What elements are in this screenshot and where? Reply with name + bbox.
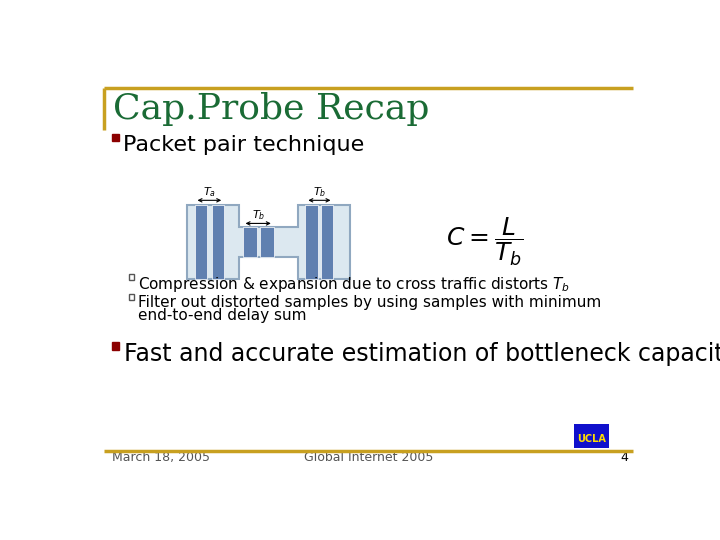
Text: $T_b$: $T_b$	[251, 208, 265, 222]
Bar	[112, 134, 119, 141]
Text: end-to-end delay sum: end-to-end delay sum	[138, 308, 307, 323]
Text: $T_b$: $T_b$	[312, 185, 326, 199]
Text: $C = \dfrac{L}{T_b}$: $C = \dfrac{L}{T_b}$	[446, 216, 523, 268]
Bar	[575, 423, 609, 448]
Bar	[260, 226, 274, 257]
Text: Filter out distorted samples by using samples with minimum: Filter out distorted samples by using sa…	[138, 295, 601, 310]
Text: Cap.Probe Recap: Cap.Probe Recap	[113, 92, 430, 126]
Text: Packet pair technique: Packet pair technique	[123, 135, 364, 155]
Bar	[243, 226, 256, 257]
Bar	[129, 274, 134, 280]
Text: UCLA: UCLA	[577, 434, 606, 444]
Polygon shape	[187, 205, 350, 279]
Bar	[129, 294, 134, 300]
Bar	[321, 205, 333, 279]
Text: Compression & expansion due to cross traffic distorts $T_b$: Compression & expansion due to cross tra…	[138, 275, 570, 294]
Bar	[212, 205, 224, 279]
Bar	[112, 342, 120, 350]
Text: Global Internet 2005: Global Internet 2005	[305, 451, 433, 464]
Bar	[305, 205, 318, 279]
Text: March 18, 2005: March 18, 2005	[112, 451, 210, 464]
Text: $T_a$: $T_a$	[203, 185, 216, 199]
Text: Fast and accurate estimation of bottleneck capacity: Fast and accurate estimation of bottlene…	[124, 342, 720, 366]
Bar	[194, 205, 207, 279]
Text: 4: 4	[621, 451, 629, 464]
